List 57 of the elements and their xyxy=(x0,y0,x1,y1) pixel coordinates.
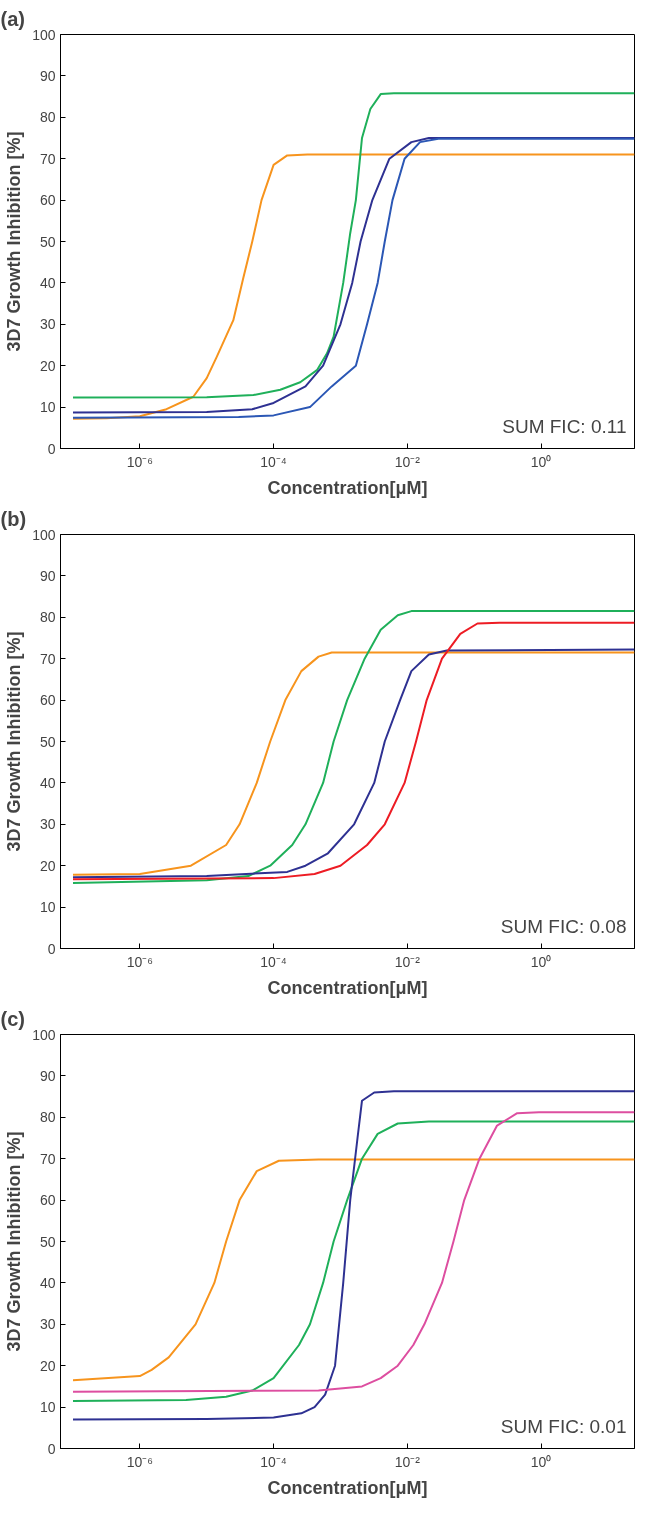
y-tick-label: 10 xyxy=(39,399,56,416)
y-tick-label: 100 xyxy=(32,1026,56,1043)
y-tick-label: 40 xyxy=(39,274,56,291)
x-tick-label: 10⁰ xyxy=(530,953,552,970)
x-axis-title: Concentration[μM] xyxy=(267,1477,428,1498)
y-tick-label: 20 xyxy=(39,357,56,374)
y-tick-label: 30 xyxy=(39,316,56,333)
y-tick-label: 0 xyxy=(47,1440,56,1457)
y-tick-label: 50 xyxy=(39,733,56,750)
y-tick-label: 100 xyxy=(32,526,56,543)
y-tick-label: 60 xyxy=(39,192,56,209)
y-tick-label: 0 xyxy=(47,940,56,957)
y-tick-label: 60 xyxy=(39,692,56,709)
x-tick-label: 10⁻⁶ xyxy=(126,953,154,970)
y-tick-label: 40 xyxy=(39,1274,56,1291)
y-tick-label: 10 xyxy=(39,1399,56,1416)
y-tick-label: 50 xyxy=(39,233,56,250)
annotation: SUM FIC: 0.08 xyxy=(500,915,627,937)
chart-title: (c) xyxy=(0,1007,25,1030)
y-tick-label: 70 xyxy=(39,150,56,167)
chart-title: (b) xyxy=(0,507,27,530)
y-tick-label: 50 xyxy=(39,1233,56,1250)
annotation: SUM FIC: 0.11 xyxy=(502,415,627,437)
y-tick-label: 90 xyxy=(39,1067,56,1084)
x-tick-label: 10⁻⁴ xyxy=(260,1453,287,1470)
y-tick-label: 0 xyxy=(47,440,56,457)
y-axis-title: 3D7 Growth Inhibition [%] xyxy=(4,131,25,352)
x-axis-title: Concentration[μM] xyxy=(267,477,428,498)
y-tick-label: 70 xyxy=(39,650,56,667)
y-tick-label: 30 xyxy=(39,1316,56,1333)
x-tick-label: 10⁻⁶ xyxy=(126,453,154,470)
y-tick-label: 80 xyxy=(39,109,56,126)
x-tick-label: 10⁻⁴ xyxy=(260,453,287,470)
x-tick-label: 10⁻⁶ xyxy=(126,1453,154,1470)
y-tick-label: 80 xyxy=(39,1109,56,1126)
x-axis-title: Concentration[μM] xyxy=(267,977,428,998)
y-tick-label: 40 xyxy=(39,774,56,791)
y-tick-label: 60 xyxy=(39,1192,56,1209)
y-tick-label: 20 xyxy=(39,857,56,874)
y-tick-label: 80 xyxy=(39,609,56,626)
y-axis-title: 3D7 Growth Inhibition [%] xyxy=(4,1131,25,1352)
y-tick-label: 30 xyxy=(39,816,56,833)
chart-title: (a) xyxy=(0,7,25,30)
y-axis-title: 3D7 Growth Inhibition [%] xyxy=(4,631,25,852)
y-tick-label: 20 xyxy=(39,1357,56,1374)
x-tick-label: 10⁻⁴ xyxy=(260,953,287,970)
y-tick-label: 100 xyxy=(32,26,56,43)
y-tick-label: 70 xyxy=(39,1150,56,1167)
y-tick-label: 90 xyxy=(39,567,56,584)
x-tick-label: 10⁰ xyxy=(530,1453,552,1470)
x-tick-label: 10⁰ xyxy=(530,453,552,470)
y-tick-label: 90 xyxy=(39,67,56,84)
x-tick-label: 10⁻² xyxy=(394,1453,421,1470)
x-tick-label: 10⁻² xyxy=(394,453,421,470)
y-tick-label: 10 xyxy=(39,899,56,916)
annotation: SUM FIC: 0.01 xyxy=(500,1415,627,1437)
x-tick-label: 10⁻² xyxy=(394,953,421,970)
